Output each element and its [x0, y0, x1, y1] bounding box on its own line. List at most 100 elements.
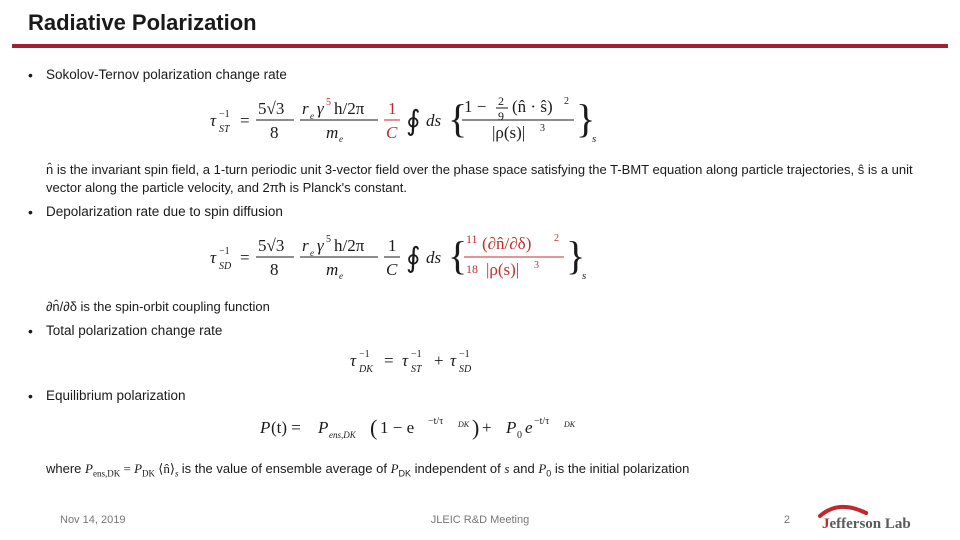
page-title: Radiative Polarization: [28, 10, 257, 36]
eq2-hbar: h/2π: [334, 236, 365, 255]
eq4-e2: e: [525, 418, 533, 437]
eq1-gamma-exp: 5: [326, 97, 331, 108]
logo-dot-icon: [864, 511, 868, 515]
eq2-ds: ds: [426, 248, 442, 267]
eq2-exp: −1: [219, 246, 230, 257]
eq2-me: m: [326, 260, 338, 279]
eq1-ds: ds: [426, 111, 442, 130]
footer-page: 2: [784, 514, 790, 526]
eq4-P0: P: [505, 418, 516, 437]
eq1-pref-den: 8: [270, 123, 279, 142]
eq2-18: 18: [466, 262, 478, 276]
eq3-tau-2: τ: [450, 351, 457, 370]
eq1-9: 9: [498, 109, 504, 123]
eq3-1-sub: ST: [411, 364, 423, 375]
eq1-me-sub: e: [339, 134, 343, 144]
note-where: where Pens,DK = PDK ⟨n̂⟩s is the value o…: [28, 460, 932, 480]
eq1-tau-exp: −1: [219, 109, 230, 120]
eq1-2: 2: [498, 94, 504, 108]
wl-PDK2-sub: DK: [399, 469, 412, 479]
wl-i: and: [513, 461, 538, 476]
eq2-rho-exp: 3: [534, 260, 539, 271]
svg-text:Jefferson Lab: Jefferson Lab: [822, 516, 911, 532]
eq2-me-sub: e: [339, 271, 343, 281]
svg-text:=: =: [240, 248, 250, 267]
svg-text:{: {: [448, 233, 467, 278]
wl-g: independent of: [415, 461, 505, 476]
eq2-tau: τ: [210, 248, 217, 267]
bullet-equilibrium: Equilibrium polarization: [28, 387, 932, 405]
eq1-svg: τ ST −1 = 5√3 8 r e γ 5 h/2π m e: [210, 90, 750, 152]
eq4-lparen: (: [370, 415, 377, 440]
wl-Pens: P: [85, 461, 93, 476]
eq1-C: C: [386, 123, 398, 142]
eq3-2-exp: −1: [459, 349, 470, 360]
eq3-l-sub: DK: [358, 364, 374, 375]
wl-PDK2: P: [391, 461, 399, 476]
eq1-tau-sub: ST: [219, 124, 231, 135]
eq1-1: 1: [388, 99, 397, 118]
logo-arc-icon: [820, 507, 864, 516]
eq1-re: r: [302, 99, 309, 118]
eq-depolarization: τ SD −1 = 5√3 8 r e γ 5 h/2π m e 1: [28, 227, 932, 294]
eq3-tau-l: τ: [350, 351, 357, 370]
eq2-C: C: [386, 260, 398, 279]
eq1-gamma: γ: [317, 99, 325, 118]
eq4-exp1: −t/τ: [428, 416, 443, 427]
eq4-1me: 1 − e: [380, 418, 414, 437]
wl-P0-sub: 0: [546, 469, 551, 479]
eq1-me: m: [326, 123, 338, 142]
logo-rest: efferson Lab: [830, 516, 911, 532]
eq1-oint: ∮: [406, 106, 421, 137]
eq1-ns: (n̂ · ŝ): [512, 97, 553, 116]
eq4-Pens: P: [317, 418, 328, 437]
eq3-1-exp: −1: [411, 349, 422, 360]
bullet-depolarization: Depolarization rate due to spin diffusio…: [28, 203, 932, 221]
svg-text:=: =: [240, 111, 250, 130]
eq2-11: 11: [466, 232, 478, 246]
eq-total-rate: τ DK −1 = τ ST −1 + τ SD −1: [28, 346, 932, 381]
wl-Pens-sub: ens,DK: [93, 469, 120, 479]
eq4-exp1-sub: DK: [457, 420, 470, 429]
eq4-plus: +: [482, 418, 492, 437]
eq2-pref-den: 8: [270, 260, 279, 279]
where-word: where: [46, 461, 81, 476]
eq1-ns-exp: 2: [564, 96, 569, 107]
logo-svg: Jefferson Lab: [818, 502, 938, 532]
eq2-svg: τ SD −1 = 5√3 8 r e γ 5 h/2π m e 1: [210, 227, 750, 289]
wl-eq: =: [124, 461, 135, 476]
note-spin-orbit: ∂n̂/∂δ is the spin-orbit coupling functi…: [28, 298, 932, 316]
eq2-sub: SD: [219, 261, 232, 272]
wl-k: is the initial polarization: [555, 461, 689, 476]
eq-equilibrium: P (t) = P ens,DK ( 1 − e −t/τ DK ) + P 0…: [28, 411, 932, 450]
eq2-gamma: γ: [317, 236, 325, 255]
eq3-2-sub: SD: [459, 364, 472, 375]
eq2-sub-s: s: [582, 270, 586, 282]
eq3-tau-1: τ: [402, 351, 409, 370]
eq2-dn-exp: 2: [554, 233, 559, 244]
wl-avg-sub: s: [175, 469, 179, 479]
eq4-Pens-sub: ens,DK: [329, 430, 357, 440]
eq4-P: P: [260, 418, 270, 437]
title-rule: [12, 44, 948, 48]
footer: Nov 14, 2019 JLEIC R&D Meeting 2: [0, 506, 960, 528]
eq4-P0-sub: 0: [517, 430, 522, 441]
wl-s: s: [504, 461, 509, 476]
eq1-hbar: h/2π: [334, 99, 365, 118]
eq1-1minus: 1 −: [464, 97, 486, 116]
slide: Radiative Polarization Sokolov-Ternov po…: [0, 0, 960, 540]
svg-text:=: =: [384, 351, 394, 370]
eq3-l-exp: −1: [359, 349, 370, 360]
eq2-gamma-exp: 5: [326, 234, 331, 245]
jefferson-lab-logo: Jefferson Lab: [818, 502, 938, 532]
eq4-tof: (t) =: [271, 418, 301, 437]
eq-sokolov-ternov: τ ST −1 = 5√3 8 r e γ 5 h/2π m e: [28, 90, 932, 157]
eq4-exp2-sub: DK: [563, 420, 576, 429]
bullet-sokolov-ternov: Sokolov-Ternov polarization change rate: [28, 66, 932, 84]
eq1-tau: τ: [210, 111, 217, 130]
eq4-svg: P (t) = P ens,DK ( 1 − e −t/τ DK ) + P 0…: [260, 411, 700, 445]
eq1-rho: |ρ(s)|: [492, 123, 525, 142]
eq2-re: r: [302, 236, 309, 255]
footer-center: JLEIC R&D Meeting: [0, 514, 960, 526]
eq2-oint: ∮: [406, 243, 421, 274]
